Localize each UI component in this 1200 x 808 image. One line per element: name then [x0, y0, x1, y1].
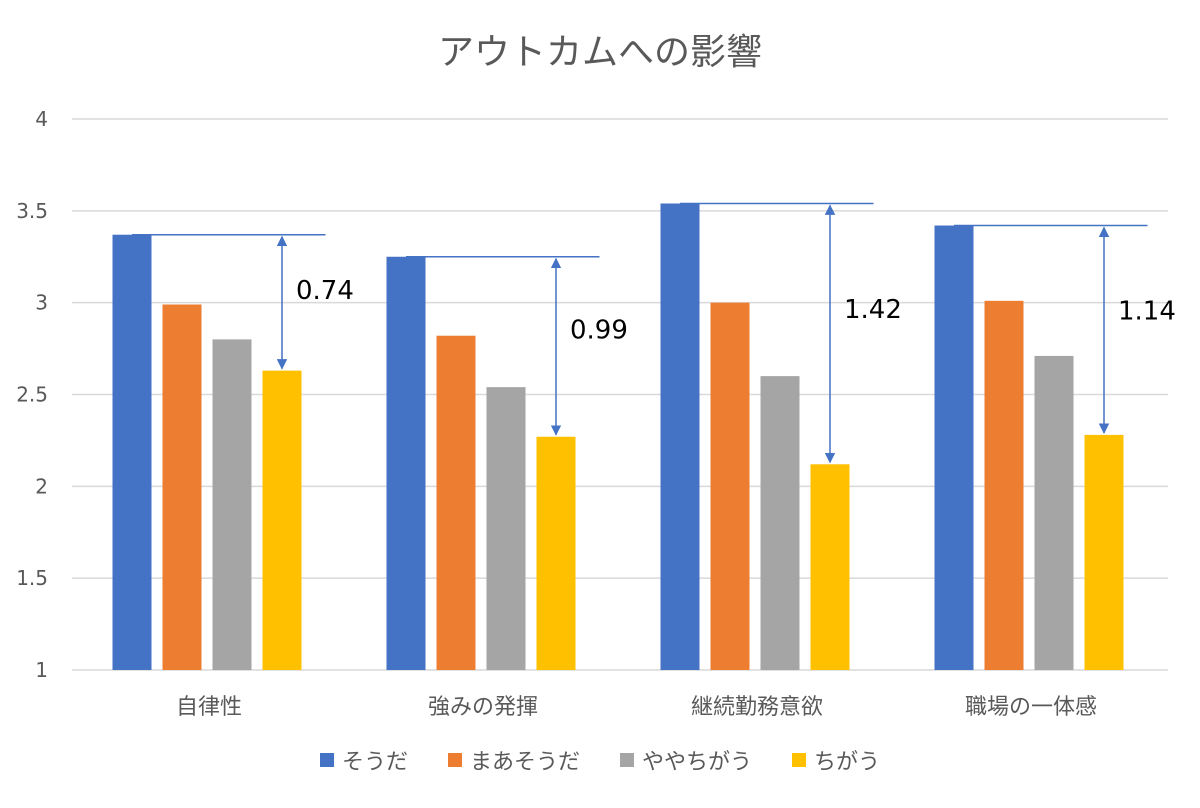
bar	[660, 203, 700, 670]
legend-swatch	[792, 753, 807, 767]
difference-label: 0.99	[570, 316, 628, 346]
difference-label: 1.14	[1118, 296, 1176, 326]
legend-label: ややちがう	[642, 750, 753, 775]
bar	[1034, 355, 1074, 670]
bar	[710, 302, 750, 670]
bar	[984, 300, 1024, 670]
legend-swatch	[319, 753, 334, 767]
bar	[112, 234, 152, 670]
x-category-label: 自律性	[176, 695, 242, 720]
x-category-label: 強みの発揮	[428, 695, 538, 720]
y-tick-label: 1	[35, 658, 48, 682]
y-tick-label: 2	[35, 474, 48, 498]
y-tick-label: 2.5	[16, 383, 48, 407]
bar	[760, 376, 800, 670]
y-tick-label: 1.5	[16, 566, 48, 590]
bar	[934, 225, 974, 670]
legend-item: ちがう	[792, 744, 880, 776]
legend-item: ややちがう	[620, 744, 752, 776]
bar	[486, 387, 526, 670]
bar	[436, 335, 476, 670]
bar	[536, 436, 576, 670]
difference-label: 0.74	[296, 276, 354, 306]
bar	[1084, 434, 1124, 670]
x-category-label: 職場の一体感	[965, 695, 1097, 720]
x-category-label: 継続勤務意欲	[691, 695, 823, 720]
y-tick-label: 3	[35, 291, 48, 315]
y-tick-label: 3.5	[16, 199, 48, 223]
legend-swatch	[620, 753, 634, 767]
bar	[162, 304, 202, 670]
legend-item: そうだ	[319, 744, 408, 776]
difference-label: 1.42	[844, 295, 902, 325]
legend: そうだ まあそうだ ややちがう ちがう	[0, 742, 1200, 778]
bar	[810, 464, 850, 670]
legend-item: まあそうだ	[447, 744, 580, 776]
legend-label: まあそうだ	[469, 750, 580, 775]
legend-swatch	[447, 753, 462, 767]
y-tick-label: 4	[35, 107, 48, 131]
chart-title: アウトカムへの影響	[438, 32, 762, 73]
bar	[386, 256, 426, 670]
bar	[212, 339, 252, 670]
legend-label: そうだ	[341, 750, 408, 775]
legend-label: ちがう	[814, 750, 881, 775]
bar	[262, 370, 302, 670]
